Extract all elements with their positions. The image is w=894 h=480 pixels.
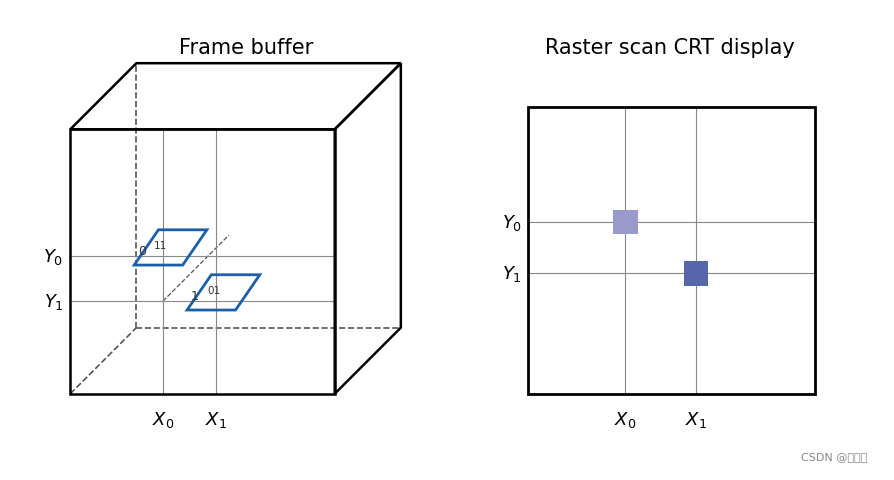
Text: $Y_1$: $Y_1$ [502, 264, 522, 284]
Text: 0: 0 [138, 245, 146, 258]
Text: 11: 11 [154, 240, 167, 250]
Text: 01: 01 [207, 285, 220, 295]
FancyBboxPatch shape [613, 210, 637, 235]
Text: CSDN @杨志遨: CSDN @杨志遨 [801, 451, 867, 461]
Text: Raster scan CRT display: Raster scan CRT display [544, 37, 795, 58]
Text: $Y_0$: $Y_0$ [44, 247, 63, 267]
Text: $Y_1$: $Y_1$ [44, 291, 63, 312]
Text: 1: 1 [191, 289, 199, 302]
Text: $X_1$: $X_1$ [685, 409, 707, 429]
Text: $X_0$: $X_0$ [614, 409, 637, 429]
Text: $X_1$: $X_1$ [205, 409, 227, 429]
Text: $X_0$: $X_0$ [152, 409, 174, 429]
FancyBboxPatch shape [684, 262, 708, 286]
Text: $Y_0$: $Y_0$ [502, 213, 522, 232]
Text: Frame buffer: Frame buffer [180, 37, 314, 58]
